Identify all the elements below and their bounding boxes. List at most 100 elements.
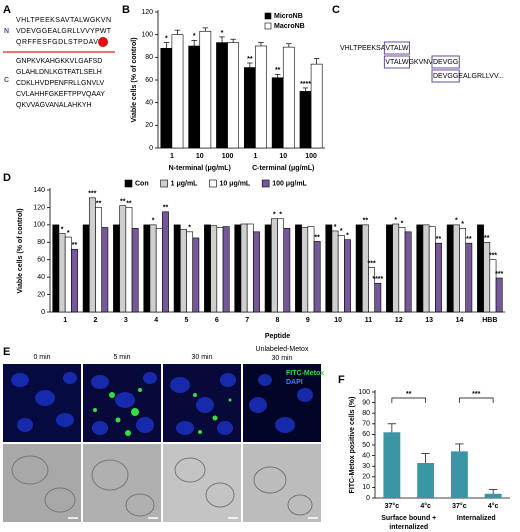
- alignment-text: VTALW: [385, 45, 408, 52]
- legend-swatch: [160, 179, 168, 188]
- bar: [299, 91, 312, 149]
- x-tick-label: 8: [276, 317, 280, 324]
- bar: [186, 231, 194, 313]
- y-tick-label: 0: [149, 145, 153, 152]
- significance: *: [193, 33, 196, 40]
- x-tick-label: 10: [196, 153, 204, 160]
- bar: [227, 42, 240, 149]
- y-tick-label: 60: [362, 431, 370, 438]
- significance: **: [484, 235, 490, 242]
- alignment-box: [383, 55, 410, 69]
- legend-label: 10 μg/mL: [219, 180, 250, 187]
- fitc-signal: [93, 388, 232, 436]
- alignment-text: VTALW: [385, 59, 408, 66]
- x-tick-label: 12: [395, 317, 403, 324]
- significance: ***: [88, 191, 96, 198]
- bar: [179, 228, 187, 313]
- sequence-line: VDEVGGEALGRLLVVYPWT: [16, 28, 112, 35]
- x-tick-label: 100: [222, 153, 234, 160]
- bar: [188, 45, 201, 149]
- group-label: N-terminal (μg/mL): [169, 165, 231, 172]
- bar: [204, 224, 211, 313]
- bar: [240, 223, 248, 313]
- y-tick-label: 120: [33, 204, 45, 211]
- bar: [452, 224, 460, 313]
- bar: [398, 227, 406, 313]
- bar: [428, 226, 436, 313]
- y-tick-label: 80: [145, 54, 153, 61]
- bar: [307, 226, 315, 313]
- group-label: C-terminal (μg/mL): [252, 165, 314, 172]
- significance: **: [466, 236, 472, 243]
- legend-label: 1 μg/mL: [171, 180, 199, 187]
- image-title: 30 min: [191, 354, 212, 361]
- panel-label: C: [332, 4, 340, 16]
- x-tick-label: 10: [334, 317, 342, 324]
- significance: *: [165, 35, 168, 42]
- bar: [216, 42, 228, 149]
- microscopy: [3, 364, 321, 522]
- bar: [131, 228, 139, 313]
- bar: [301, 227, 309, 313]
- bar: [82, 224, 90, 313]
- alignment-text: DEVGG: [433, 73, 458, 80]
- bar: [222, 226, 230, 313]
- y-tick-label: 60: [145, 77, 153, 84]
- bar: [199, 30, 212, 149]
- bar: [125, 207, 133, 313]
- x-tick-label: HBB: [482, 317, 497, 324]
- bar: [216, 227, 224, 313]
- error-bar: [258, 42, 264, 46]
- image-title: 5 min: [113, 354, 130, 361]
- y-tick-label: 40: [145, 100, 153, 107]
- bar: [64, 236, 72, 313]
- x-tick-label: 6: [215, 317, 219, 324]
- error-bar: [455, 443, 464, 452]
- c-term-label: C: [4, 77, 9, 84]
- legend-label: 100 μg/mL: [272, 180, 307, 187]
- y-tick-label: 80: [362, 410, 370, 417]
- bar: [162, 211, 169, 313]
- significance: *: [61, 226, 64, 233]
- x-tick-label: 11: [365, 317, 373, 324]
- y-tick-label: 0: [41, 309, 45, 316]
- channel-label: DAPI: [286, 379, 303, 386]
- x-tick-label: 14: [456, 317, 464, 324]
- x-tick-label: 37°c: [385, 502, 400, 510]
- y-tick-label: 120: [141, 9, 153, 16]
- x-tick-label: 13: [425, 317, 433, 324]
- y-axis-label: FITC-Metox positive cells (%): [349, 397, 356, 494]
- x-axis-label: Peptide: [265, 333, 290, 340]
- significance: *: [334, 224, 337, 231]
- bright-0min: [3, 444, 81, 522]
- bar: [173, 224, 181, 313]
- x-tick-label: 37°c: [452, 502, 467, 510]
- legend-swatch: [261, 179, 270, 188]
- legend-swatch: [264, 22, 272, 30]
- significance: *: [279, 212, 282, 219]
- error-bar: [421, 453, 430, 464]
- bar: [210, 225, 218, 313]
- x-tick-label: 7: [245, 317, 249, 324]
- error-bar: [247, 62, 253, 68]
- legend-label: MacroNB: [274, 23, 305, 30]
- bar: [484, 493, 502, 498]
- x-tick-label: 2: [94, 317, 98, 324]
- image-title: Unlabeled-Metox: [256, 346, 309, 353]
- significance: ***: [368, 260, 376, 267]
- error-bar: [387, 423, 397, 433]
- bar: [243, 67, 256, 149]
- x-tick-label: 100: [305, 153, 317, 160]
- bar: [355, 224, 363, 313]
- bar: [450, 451, 468, 498]
- image-title: 30 min: [271, 355, 292, 362]
- n-term-label: N: [4, 28, 9, 35]
- group-label: Surface bound +: [381, 515, 436, 522]
- bar: [88, 197, 96, 313]
- image-title: 0 min: [33, 354, 50, 361]
- bar: [417, 463, 435, 498]
- error-bar: [202, 27, 209, 32]
- alignment-text: DEVGG: [433, 59, 458, 66]
- bar: [283, 228, 291, 313]
- error-bar: [274, 73, 281, 78]
